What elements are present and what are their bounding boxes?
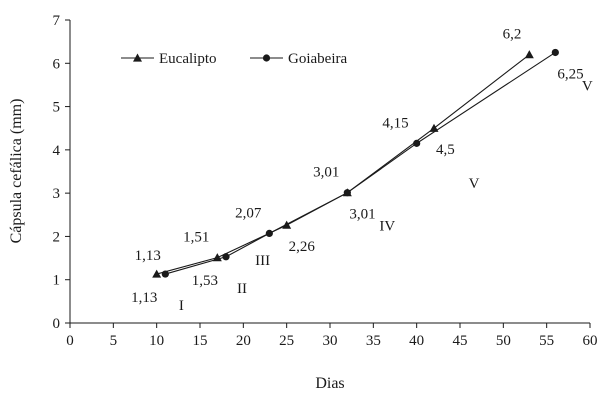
stage-label: V <box>469 176 480 192</box>
data-point-goiabeira <box>343 189 351 197</box>
data-point-eucalipto <box>152 269 162 278</box>
y-tick-label: 6 <box>53 56 61 72</box>
x-tick-label: 40 <box>409 333 424 349</box>
y-ticks: 0 1 2 3 4 5 6 7 <box>53 13 70 332</box>
legend-label-goiabeira: Goiabeira <box>288 51 347 67</box>
legend-marker-goiabeira <box>262 54 271 62</box>
series-line-goiabeira <box>165 52 556 275</box>
stage-label: III <box>255 253 270 269</box>
data-label: 4,15 <box>382 115 408 131</box>
y-tick-label: 3 <box>53 186 61 202</box>
data-label: 3,01 <box>313 165 339 181</box>
x-axis-title: Dias <box>315 375 344 392</box>
stage-label: IV <box>379 219 395 235</box>
data-label: 6,25 <box>557 66 583 82</box>
data-point-goiabeira <box>413 139 421 147</box>
data-label: 1,13 <box>131 290 157 306</box>
legend: Eucalipto Goiabeira <box>121 51 347 67</box>
data-point-goiabeira <box>222 253 230 261</box>
y-tick-label: 1 <box>53 273 61 289</box>
x-tick-label: 15 <box>193 333 208 349</box>
legend-marker-eucalipto <box>133 53 142 62</box>
x-tick-label: 5 <box>110 333 118 349</box>
x-tick-label: 10 <box>149 333 164 349</box>
y-tick-label: 0 <box>53 316 61 332</box>
data-point-eucalipto <box>524 50 534 59</box>
x-tick-label: 20 <box>236 333 251 349</box>
data-label: 2,07 <box>235 205 262 221</box>
y-tick-label: 4 <box>53 143 61 159</box>
stage-label: I <box>179 298 184 314</box>
x-tick-label: 55 <box>539 333 554 349</box>
x-tick-label: 60 <box>583 333 598 349</box>
x-tick-label: 45 <box>453 333 468 349</box>
data-label: 1,53 <box>192 273 218 289</box>
x-tick-label: 30 <box>323 333 338 349</box>
data-label: 1,51 <box>183 230 209 246</box>
x-tick-label: 25 <box>279 333 294 349</box>
y-axis-title: Cápsula cefálica (mm) <box>8 99 25 244</box>
x-tick-label: 35 <box>366 333 381 349</box>
data-label: 3,01 <box>349 207 375 223</box>
legend-label-eucalipto: Eucalipto <box>159 51 216 67</box>
stage-label: V <box>582 78 593 94</box>
data-point-eucalipto <box>212 253 222 262</box>
data-point-goiabeira <box>265 229 273 237</box>
data-point-eucalipto <box>429 123 439 132</box>
data-label: 1,13 <box>135 248 161 264</box>
data-label: 2,26 <box>289 239 316 255</box>
data-label: 4,5 <box>436 142 455 158</box>
x-ticks: 0 5 10 15 20 25 30 35 40 45 50 55 60 <box>66 323 598 349</box>
y-tick-label: 2 <box>53 229 61 245</box>
data-point-goiabeira <box>551 48 559 57</box>
x-tick-label: 0 <box>66 333 74 349</box>
series-layer <box>152 48 559 278</box>
data-label: 6,2 <box>503 27 522 43</box>
x-tick-label: 50 <box>496 333 511 349</box>
stage-label: II <box>237 281 247 297</box>
data-point-goiabeira <box>161 270 169 278</box>
y-tick-label: 7 <box>53 13 61 29</box>
y-tick-label: 5 <box>53 100 61 116</box>
series-line-eucalipto <box>156 54 530 275</box>
annotation-layer: 1,13 1,51 2,07 3,01 4,15 6,2 1,13 1,53 2,26 3,01 4… <box>131 27 593 314</box>
